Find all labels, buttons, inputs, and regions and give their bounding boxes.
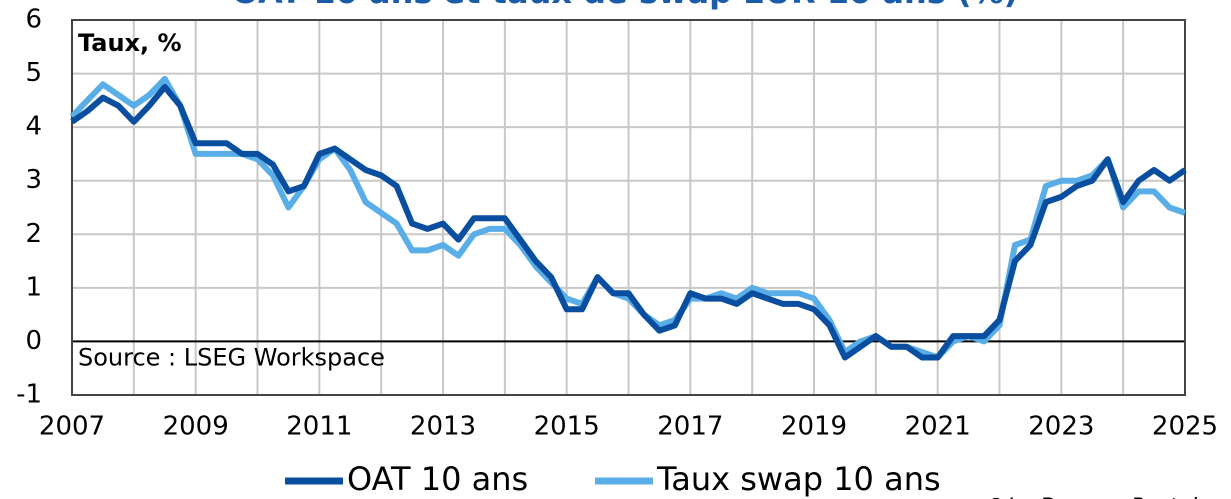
x-tick-label: 2011 bbox=[286, 412, 352, 442]
credit: ©La Banque Postale bbox=[985, 495, 1211, 499]
x-tick-label: 2023 bbox=[1028, 412, 1094, 442]
y-tick-label: -1 bbox=[16, 380, 42, 410]
plot-frame bbox=[71, 19, 1186, 396]
y-tick-label: 6 bbox=[25, 5, 42, 35]
legend-label: OAT 10 ans bbox=[347, 460, 528, 498]
x-tick-label: 2019 bbox=[781, 412, 847, 442]
x-tick-label: 2013 bbox=[410, 412, 476, 442]
x-tick-label: 2017 bbox=[657, 412, 723, 442]
x-tick-label: 2007 bbox=[39, 412, 105, 442]
y-tick-label: 1 bbox=[25, 272, 42, 302]
x-tick-label: 2025 bbox=[1152, 412, 1218, 442]
legend-label: Taux swap 10 ans bbox=[656, 460, 941, 498]
x-tick-label: 2021 bbox=[905, 412, 971, 442]
chart-title: OAT 10 ans et taux de swap EUR 10 ans (%… bbox=[232, 0, 1019, 11]
series-line bbox=[69, 75, 1186, 361]
y-tick-label: 2 bbox=[25, 219, 42, 249]
x-tick-label: 2015 bbox=[534, 412, 600, 442]
y-tick-label: 5 bbox=[25, 58, 42, 88]
x-tick-label: 2009 bbox=[163, 412, 229, 442]
y-tick-label: 0 bbox=[25, 326, 42, 356]
y-tick-label: 3 bbox=[25, 165, 42, 195]
y-tick-label: 4 bbox=[25, 112, 42, 142]
source-note: Source : LSEG Workspace bbox=[78, 343, 385, 371]
series-line bbox=[70, 83, 1187, 361]
y-axis-label: Taux, % bbox=[78, 29, 182, 57]
